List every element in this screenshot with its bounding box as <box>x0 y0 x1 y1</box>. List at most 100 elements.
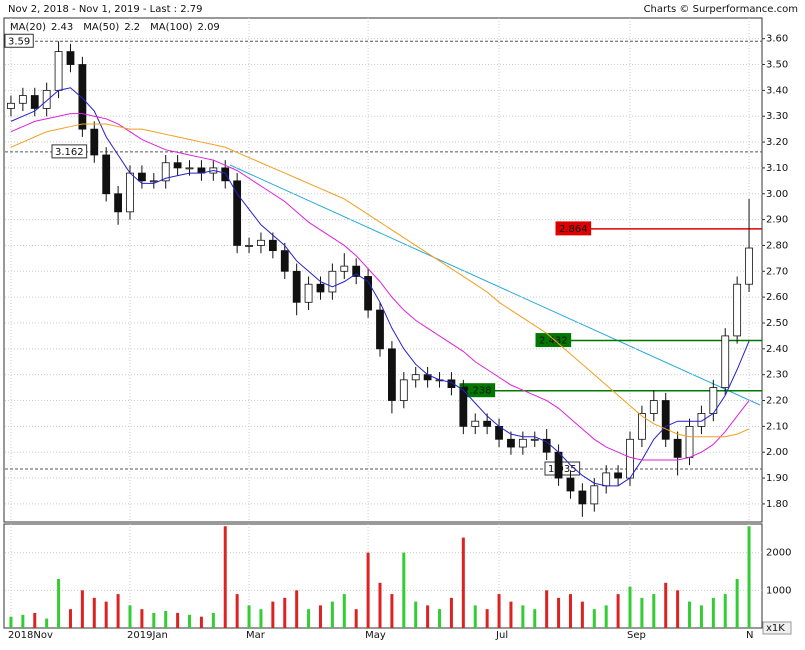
candle-body <box>745 247 753 285</box>
candle-body <box>459 387 468 427</box>
candle-body <box>483 420 492 427</box>
candle-body <box>233 180 242 246</box>
y-tick-label: 3.50 <box>766 60 788 71</box>
volume-bar <box>580 601 584 628</box>
legend-value: 2.09 <box>198 22 220 33</box>
volume-bar <box>509 601 513 628</box>
candle-body <box>542 438 551 453</box>
y-tick-label: 2.60 <box>766 292 788 303</box>
level-box <box>51 144 88 159</box>
volume-bar <box>568 594 572 628</box>
volume-bar <box>116 594 120 628</box>
volume-bar <box>330 601 334 628</box>
chart-title: Nov 2, 2018 - Nov 1, 2019 - Last : 2.79 <box>8 4 202 15</box>
volume-bar <box>390 594 394 628</box>
y-tick-label: 2.50 <box>766 318 788 329</box>
volume-bar <box>545 590 549 628</box>
unit-box <box>762 621 792 635</box>
volume-bar <box>699 605 703 628</box>
y-tick-label: 2.70 <box>766 266 788 277</box>
candle-body <box>221 167 230 182</box>
candle-body <box>376 309 384 350</box>
volume-bar <box>652 594 656 628</box>
volume-bar <box>735 579 739 628</box>
y-tick-label: 2.30 <box>766 370 788 381</box>
candle-body <box>447 379 456 389</box>
y-tick-label: 3.20 <box>766 137 788 148</box>
volume-bar <box>711 597 715 628</box>
volume-bar <box>628 586 632 628</box>
y-tick-label: 1.90 <box>766 473 788 484</box>
volume-bar <box>521 605 525 628</box>
volume-bar <box>366 552 370 628</box>
y-tick-label: 2.80 <box>766 240 788 251</box>
candle-body <box>245 245 253 247</box>
candle-body <box>328 270 337 293</box>
candle-body <box>78 64 87 130</box>
volume-bar <box>68 609 72 628</box>
volume-bar <box>318 605 322 628</box>
price-panel <box>3 17 763 523</box>
volume-bar <box>80 590 84 628</box>
candle-body <box>18 95 27 104</box>
candle-body <box>149 180 158 183</box>
volume-bar <box>533 609 537 628</box>
volume-bar <box>426 605 430 628</box>
candle-body <box>66 51 75 65</box>
candle-body <box>185 167 194 170</box>
y-tick-label: 2.10 <box>766 421 788 432</box>
candle-body <box>114 193 122 213</box>
x-tick-label: 2018Nov <box>8 630 53 641</box>
volume-bar <box>271 601 275 628</box>
volume-bar <box>164 611 168 628</box>
volume-bar <box>449 597 453 628</box>
volume-bar <box>235 594 239 628</box>
y-tick-label: 1.80 <box>766 499 788 510</box>
candle-body <box>7 102 15 109</box>
candle-body <box>280 250 289 272</box>
volume-bar <box>152 612 156 628</box>
volume-bar <box>199 616 203 628</box>
volume-bar <box>128 605 132 628</box>
volume-bar <box>616 594 620 628</box>
candle-body <box>90 128 99 156</box>
candle-body <box>590 485 599 505</box>
volume-bar <box>188 614 192 628</box>
y-tick-label: 1000 <box>766 585 791 596</box>
volume-bar <box>283 597 287 628</box>
y-tick-label: 2.20 <box>766 396 788 407</box>
candle-body <box>661 400 670 440</box>
ma-line <box>10 123 750 438</box>
candle-body <box>578 490 587 505</box>
candle-body <box>138 172 146 182</box>
legend-value: 2.2 <box>124 22 140 33</box>
legend-name: MA(100) <box>150 22 192 33</box>
volume-bar <box>485 609 489 628</box>
level-box <box>555 221 592 236</box>
candle-body <box>257 239 265 246</box>
volume-bar <box>461 537 465 628</box>
y-tick-label: 3.10 <box>766 163 788 174</box>
y-tick-label: 2.90 <box>766 215 788 226</box>
candle-body <box>292 270 301 303</box>
volume-bar <box>354 609 358 628</box>
candle-body <box>530 438 539 441</box>
candle-body <box>352 265 361 277</box>
volume-bar <box>438 609 442 628</box>
candle-body <box>126 172 134 213</box>
x-tick-label: 2019Jan <box>127 630 168 641</box>
volume-bar <box>473 605 477 628</box>
volume-bar <box>33 612 37 628</box>
candle-body <box>507 438 515 448</box>
y-tick-label: 3.60 <box>766 34 788 45</box>
level-label: 3.162 <box>55 147 84 158</box>
volume-bar <box>45 618 49 628</box>
candle-body <box>471 420 480 427</box>
volume-bar <box>747 526 751 628</box>
volume-bar <box>342 594 346 628</box>
volume-bar <box>640 597 644 628</box>
candle-body <box>364 276 372 311</box>
candle-body <box>614 472 622 479</box>
candle-body <box>399 379 408 401</box>
